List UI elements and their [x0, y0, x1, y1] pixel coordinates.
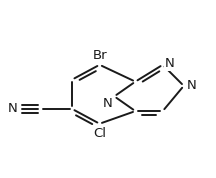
Text: N: N	[102, 97, 112, 110]
Text: Br: Br	[92, 49, 107, 62]
Text: N: N	[165, 57, 175, 70]
Text: N: N	[8, 103, 17, 116]
Text: Cl: Cl	[93, 127, 106, 140]
Text: N: N	[186, 79, 196, 92]
